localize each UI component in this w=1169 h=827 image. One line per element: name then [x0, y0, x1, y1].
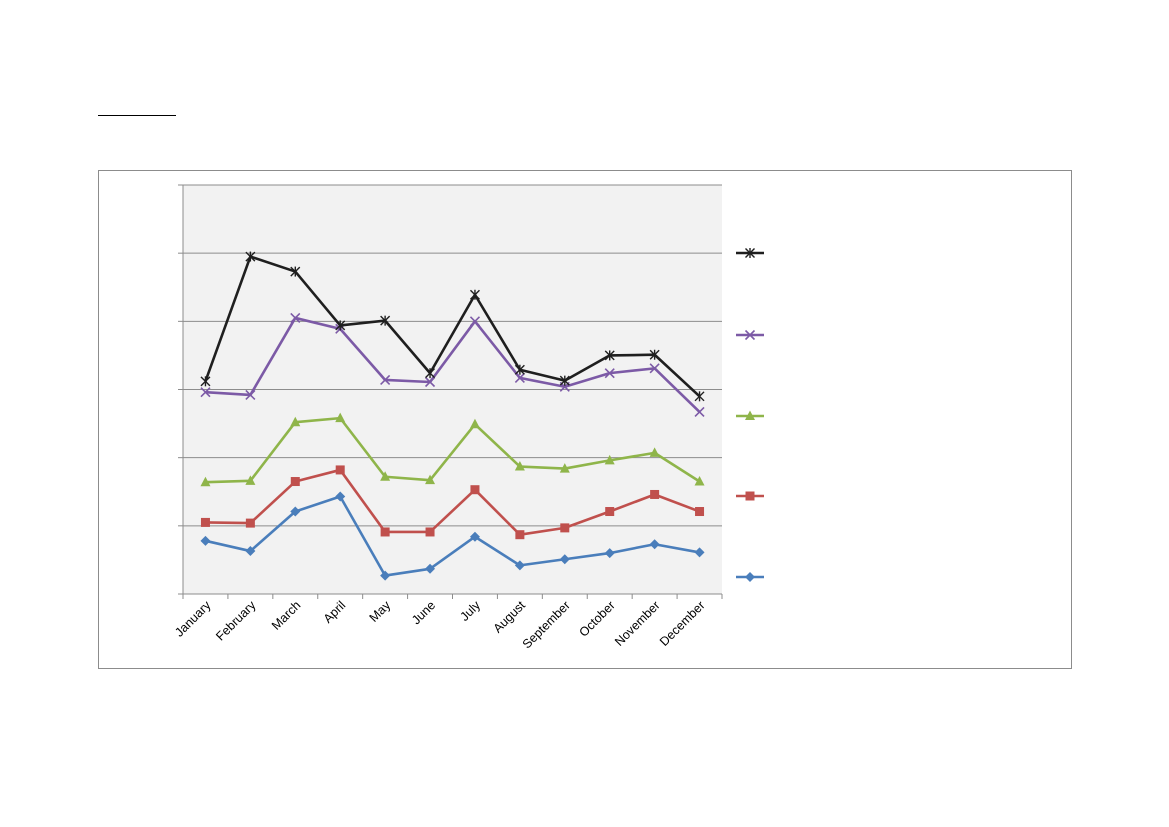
data-point-triangle [245, 475, 256, 485]
data-point-diamond [694, 547, 705, 558]
data-point-triangle [604, 454, 615, 465]
legend-entry-triangle [736, 410, 764, 420]
data-point-square [335, 465, 345, 475]
data-point-diamond [604, 548, 615, 559]
data-point-square [470, 485, 480, 495]
data-point-star [335, 320, 346, 331]
data-point-diamond [380, 570, 391, 581]
x-tick-label: February [213, 598, 259, 644]
data-point-triangle [469, 418, 480, 429]
legend-marker-triangle [745, 410, 755, 420]
legend-marker-square [745, 491, 755, 501]
x-tick-label: September [520, 598, 573, 651]
data-point-star [245, 251, 256, 262]
data-point-star [649, 349, 660, 360]
data-point-star [425, 368, 436, 379]
data-point-triangle [425, 474, 436, 485]
x-tick-label: March [269, 598, 303, 632]
x-tick-label: June [409, 598, 438, 627]
data-point-diamond [290, 506, 301, 517]
x-tick-label: August [491, 598, 529, 636]
data-point-diamond [425, 563, 436, 574]
data-point-square [200, 517, 210, 527]
x-tick-label: January [172, 598, 214, 640]
data-point-x [694, 406, 705, 418]
x-tick-label: July [457, 598, 483, 624]
data-point-x [649, 363, 660, 374]
data-point-triangle [514, 461, 525, 471]
data-point-triangle [380, 471, 391, 481]
data-point-star [200, 376, 211, 387]
data-point-x [200, 387, 211, 398]
data-point-star [290, 266, 301, 277]
data-point-x [380, 374, 391, 386]
x-tick-label: October [576, 598, 617, 639]
legend [736, 248, 764, 582]
data-point-star [559, 375, 570, 386]
data-point-star [380, 315, 391, 326]
data-point-diamond [559, 554, 570, 565]
axes [178, 184, 723, 599]
series-line-triangle [205, 416, 701, 484]
legend-entry-star [736, 248, 764, 258]
x-tick-label: May [367, 598, 394, 625]
data-point-square [695, 507, 705, 517]
data-point-x [469, 316, 481, 327]
data-point-x [290, 312, 301, 323]
data-point-triangle [694, 476, 705, 486]
x-tick-label: December [657, 598, 708, 649]
data-point-star [604, 350, 615, 361]
chart-title-underline [98, 115, 176, 116]
legend-marker-diamond [745, 572, 755, 582]
data-point-square [425, 527, 435, 537]
data-point-diamond [245, 546, 256, 557]
data-point-square [380, 527, 390, 537]
data-point-triangle [200, 476, 211, 487]
data-point-diamond [335, 491, 346, 502]
data-point-diamond [649, 539, 660, 550]
legend-marker-x [744, 329, 756, 341]
series-line-square [205, 468, 701, 536]
data-point-square [605, 507, 615, 517]
data-point-x [424, 376, 436, 388]
data-point-square [560, 523, 570, 533]
series-line-diamond [205, 495, 700, 577]
data-point-square [650, 489, 660, 499]
legend-entry-x [736, 329, 764, 341]
data-point-square [515, 530, 525, 540]
data-point-triangle [335, 412, 346, 423]
data-point-x [604, 368, 615, 379]
x-axis-tick-labels: January February March April May June July Augu… [172, 598, 707, 652]
data-point-x [245, 389, 256, 401]
data-point-square [245, 518, 255, 528]
data-point-triangle [649, 447, 660, 457]
series-line-star [204, 255, 701, 398]
data-point-star [514, 364, 525, 375]
legend-marker-star [745, 248, 755, 258]
data-point-star [694, 391, 705, 402]
legend-entry-diamond [736, 572, 764, 582]
legend-entry-square [736, 491, 764, 501]
data-point-diamond [200, 535, 211, 546]
data-point-triangle [559, 463, 570, 473]
data-point-diamond [469, 531, 480, 542]
series-group [200, 251, 705, 581]
data-point-diamond [514, 560, 525, 571]
data-point-star [469, 289, 480, 300]
x-tick-label: April [321, 598, 349, 626]
data-point-square [290, 477, 300, 487]
x-tick-label: November [612, 598, 663, 649]
chart-frame [98, 170, 1072, 669]
data-point-x [514, 372, 525, 383]
series-line-x [205, 316, 701, 413]
data-point-triangle [290, 416, 301, 427]
